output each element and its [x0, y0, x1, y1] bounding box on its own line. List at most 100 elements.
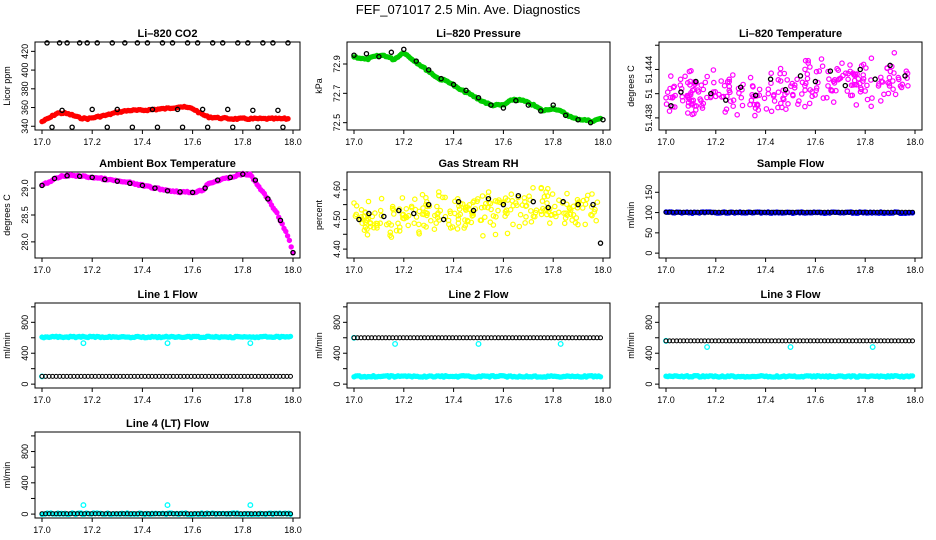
- data-point: [690, 101, 696, 107]
- data-point: [366, 210, 372, 217]
- data-point: [819, 63, 826, 69]
- chart-panel-gas-stream-rh: Gas Stream RH 17.0 17.2 17.4 17.6 17.8 18.0 4.4…: [314, 158, 612, 275]
- data-point: [751, 101, 758, 108]
- data-point: [864, 96, 871, 103]
- data-point: [387, 229, 394, 236]
- y-tick-label: 400: [20, 63, 30, 78]
- data-point: [813, 68, 820, 75]
- data-point: [710, 79, 717, 86]
- data-point: [284, 233, 291, 239]
- data-point: [179, 124, 186, 130]
- data-point: [699, 105, 706, 111]
- y-axis-label: degrees C: [626, 65, 636, 107]
- data-point: [114, 178, 121, 184]
- data-point: [877, 98, 884, 104]
- x-tick-label: 17.6: [495, 395, 513, 405]
- chart-title: Line 4 (LT) Flow: [126, 418, 209, 430]
- x-tick-label: 17.4: [757, 137, 775, 147]
- x-tick-label: 17.8: [544, 137, 562, 147]
- data-point: [890, 86, 896, 93]
- data-point: [739, 102, 746, 109]
- data-point: [813, 85, 820, 91]
- data-point: [290, 249, 296, 256]
- data-point: [383, 221, 390, 228]
- data-point: [493, 214, 499, 220]
- data-point: [396, 224, 403, 231]
- data-point: [738, 94, 745, 101]
- data-point: [785, 101, 791, 107]
- data-point: [485, 195, 492, 202]
- data-point: [864, 82, 870, 89]
- data-point: [480, 233, 486, 239]
- data-point: [463, 207, 469, 213]
- data-point: [373, 220, 380, 227]
- data-point: [564, 190, 570, 197]
- data-point: [721, 82, 728, 89]
- x-tick-label: 17.0: [33, 395, 51, 405]
- data-point: [812, 92, 818, 98]
- data-point: [547, 212, 554, 219]
- data-point: [794, 76, 800, 83]
- data-point: [575, 221, 581, 228]
- data-point: [833, 87, 839, 94]
- data-point: [590, 201, 596, 208]
- data-point: [80, 502, 87, 509]
- data-point: [51, 175, 58, 182]
- data-point: [517, 211, 524, 218]
- data-point: [582, 201, 589, 208]
- data-point: [474, 196, 481, 202]
- data-point: [553, 213, 559, 220]
- data-point: [899, 81, 906, 88]
- data-point: [761, 95, 768, 102]
- y-tick-label: 0: [20, 382, 30, 387]
- data-point: [820, 95, 827, 101]
- data-point: [89, 106, 95, 113]
- data-point: [885, 90, 892, 97]
- data-point: [169, 40, 176, 46]
- data-point: [376, 53, 382, 60]
- plot-frame: [658, 41, 923, 131]
- data-point: [372, 210, 378, 216]
- x-tick-label: 18.0: [906, 265, 924, 275]
- data-point: [49, 124, 55, 130]
- data-point: [891, 49, 898, 56]
- x-tick-label: 17.0: [33, 525, 51, 535]
- data-point: [76, 40, 83, 46]
- data-point: [240, 171, 246, 177]
- data-point: [369, 213, 376, 220]
- data-point: [463, 87, 469, 94]
- data-point: [252, 177, 259, 183]
- data-point: [56, 40, 63, 46]
- data-point: [730, 97, 737, 104]
- chart-panel-li820-temperature: Li–820 Temperature 17.0 17.2 17.4 17.6 17.8 18…: [626, 28, 924, 147]
- x-tick-label: 17.2: [83, 525, 101, 535]
- data-point: [364, 232, 371, 238]
- y-tick-label: 4.40: [332, 240, 342, 258]
- data-point: [283, 228, 289, 235]
- data-point: [421, 222, 427, 229]
- data-point: [488, 206, 494, 213]
- data-point: [567, 211, 574, 218]
- plot-frame: [346, 171, 611, 259]
- data-point: [812, 78, 819, 85]
- data-point: [872, 76, 878, 82]
- data-point: [456, 206, 463, 212]
- data-point: [664, 89, 671, 96]
- x-tick-label: 17.8: [234, 137, 252, 147]
- data-point: [435, 189, 442, 195]
- data-point: [777, 78, 784, 84]
- data-point: [543, 189, 549, 195]
- data-point: [678, 89, 684, 95]
- data-point: [288, 511, 293, 517]
- x-tick-label: 17.0: [657, 137, 675, 147]
- data-point: [809, 93, 816, 100]
- data-point: [425, 201, 432, 208]
- data-point: [538, 211, 545, 218]
- data-point: [869, 344, 876, 350]
- data-point: [752, 92, 759, 99]
- data-point: [826, 76, 832, 82]
- chart-title: Li–820 Temperature: [739, 28, 842, 40]
- data-point: [857, 66, 863, 73]
- series-primary: [351, 184, 601, 240]
- data-point: [569, 217, 575, 223]
